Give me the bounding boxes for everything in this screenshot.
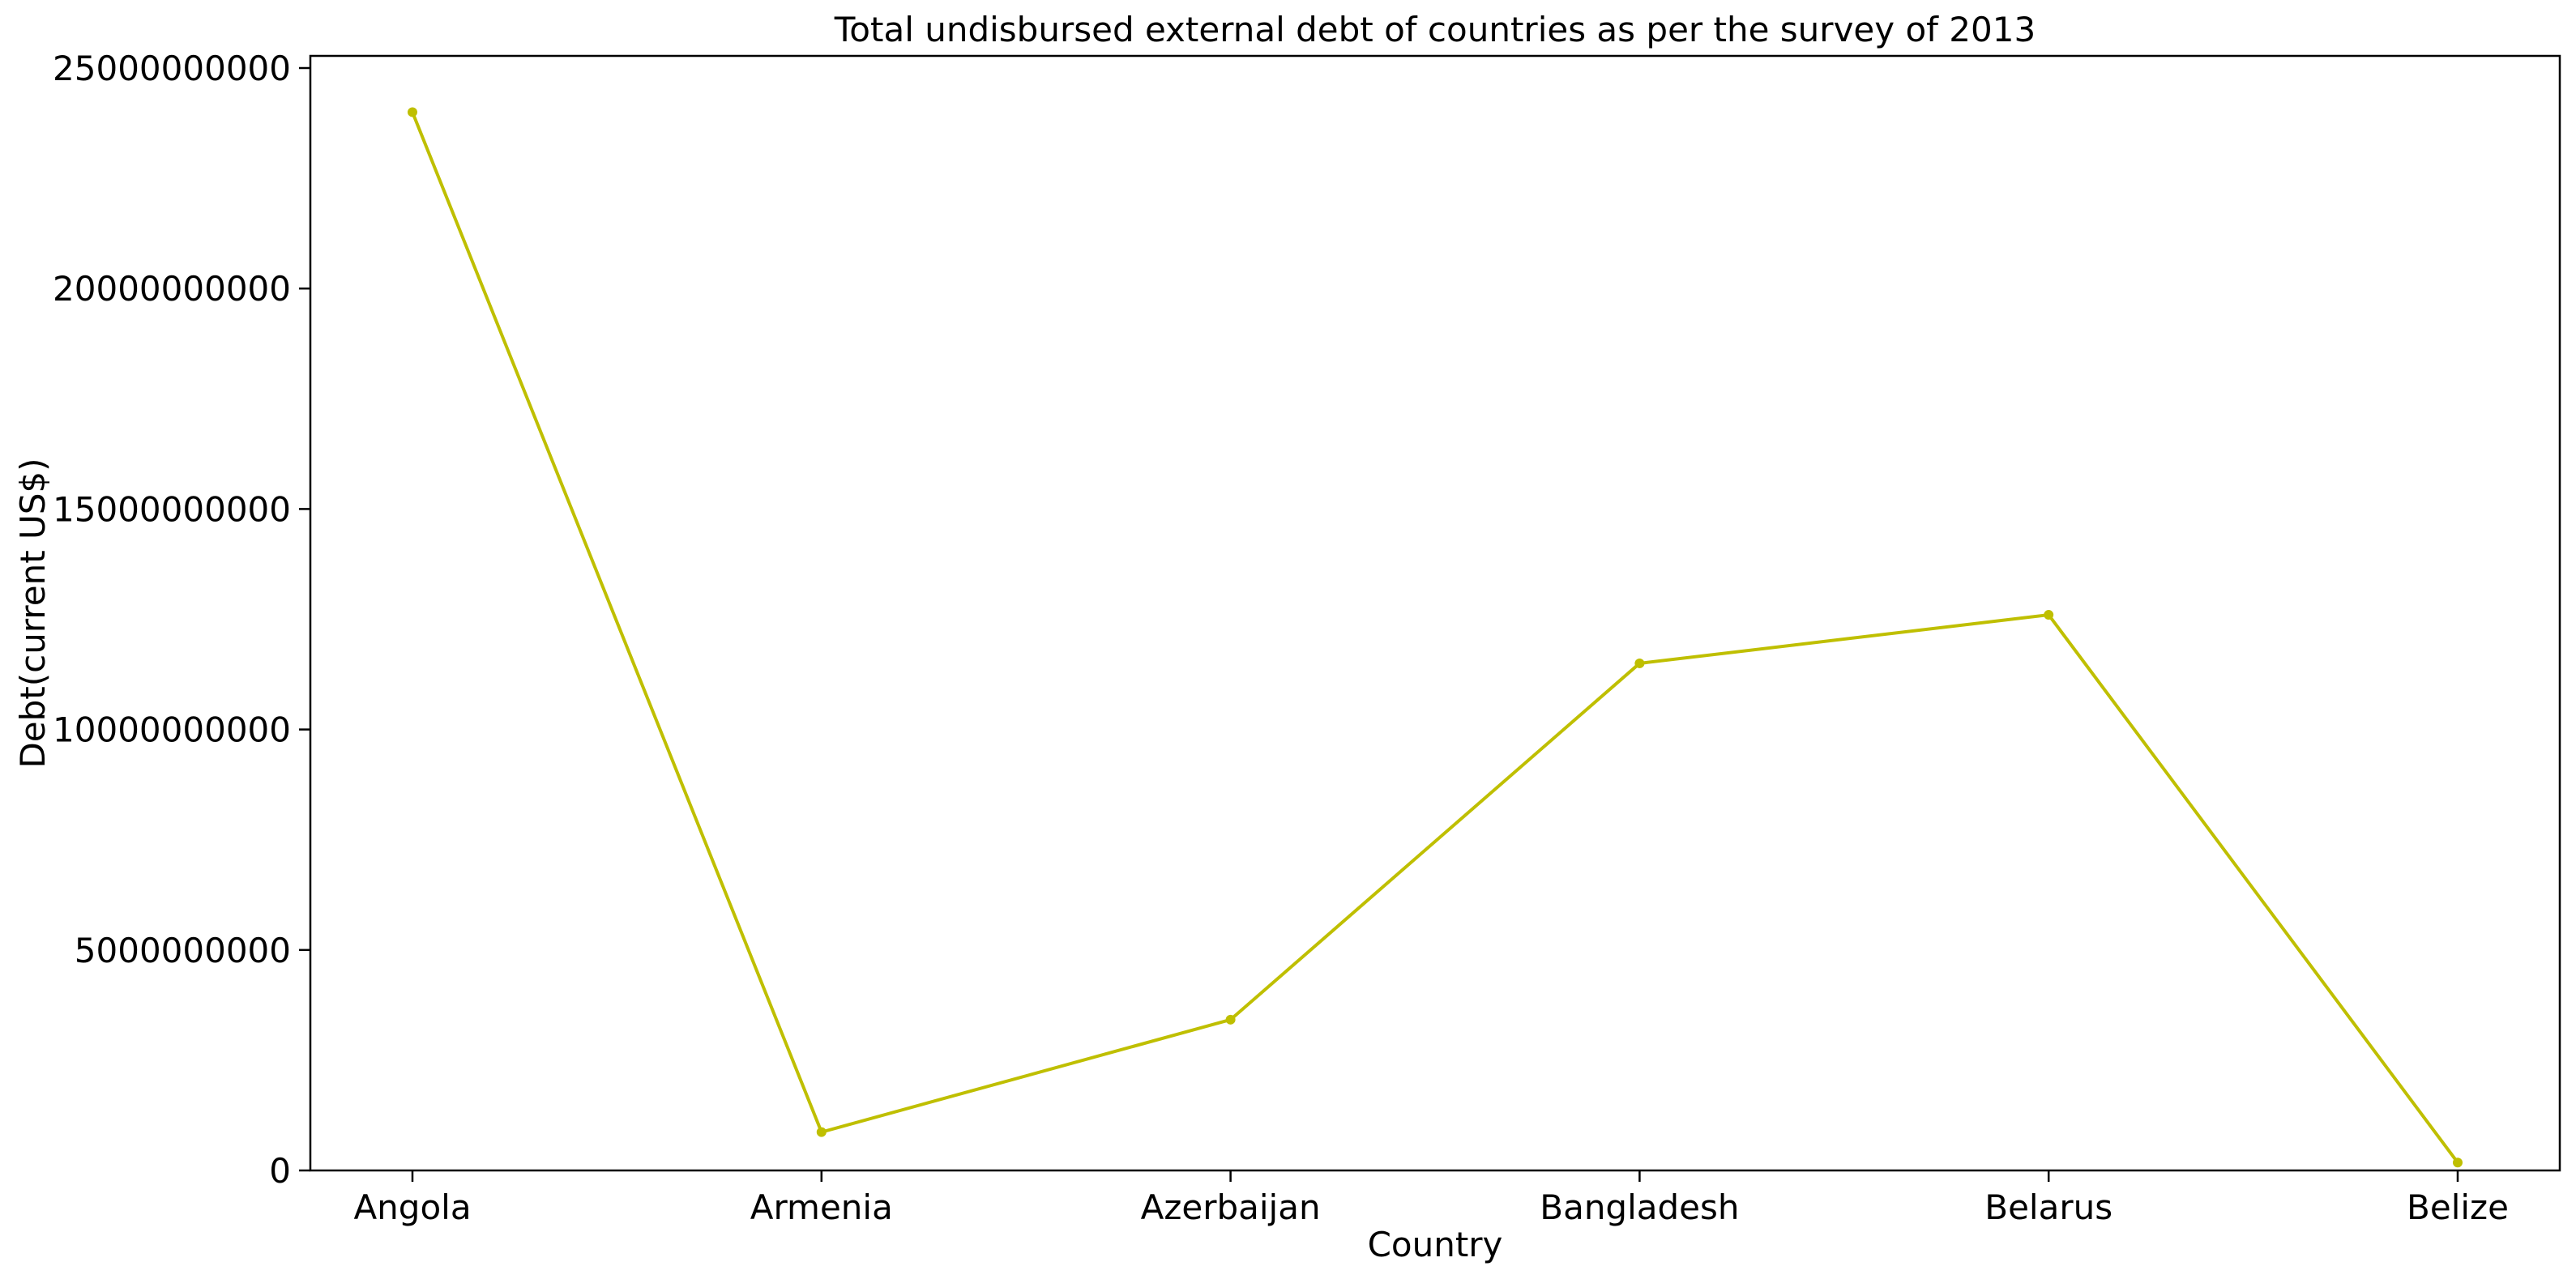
x-tick-label: Angola — [353, 1187, 471, 1227]
data-point-belarus — [2044, 610, 2054, 620]
y-tick-label: 0 — [269, 1151, 291, 1191]
x-axis: Angola Armenia Azerbaijan Bangladesh Belarus… — [353, 1170, 2509, 1227]
series-line — [411, 111, 2459, 1164]
x-tick-label: Belarus — [1984, 1187, 2112, 1227]
x-tick-label: Bangladesh — [1540, 1187, 1739, 1227]
series-group — [408, 107, 2463, 1168]
x-tick-label: Azerbaijan — [1141, 1187, 1321, 1227]
y-tick-label: 10000000000 — [53, 710, 291, 750]
y-tick-label: 5000000000 — [75, 931, 291, 970]
data-point-bangladesh — [1634, 658, 1645, 668]
data-point-armenia — [816, 1127, 827, 1137]
y-tick-label: 25000000000 — [53, 49, 291, 88]
y-axis: 0 5000000000 10000000000 15000000000 2000000… — [53, 49, 310, 1191]
y-tick-label: 20000000000 — [53, 269, 291, 309]
data-point-azerbaijan — [1225, 1014, 1236, 1025]
data-point-angola — [408, 107, 417, 117]
x-axis-label: Country — [1368, 1225, 1503, 1264]
data-point-belize — [2453, 1157, 2463, 1168]
chart-title: Total undisbursed external debt of count… — [834, 10, 2036, 49]
plot-frame — [309, 54, 2561, 1172]
y-tick-label: 15000000000 — [53, 489, 291, 529]
x-tick-label: Armenia — [750, 1187, 893, 1227]
x-tick-label: Belize — [2407, 1187, 2509, 1227]
y-axis-label: Debt(current US$) — [13, 458, 53, 768]
